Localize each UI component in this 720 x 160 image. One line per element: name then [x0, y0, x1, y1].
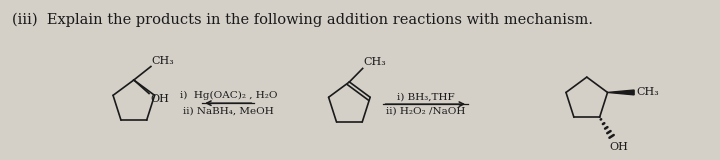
Text: i) BH₃,THF: i) BH₃,THF [397, 92, 454, 101]
Text: ii) NaBH₄, MeOH: ii) NaBH₄, MeOH [183, 106, 274, 115]
Text: i)  Hg(OAC)₂ , H₂O: i) Hg(OAC)₂ , H₂O [179, 91, 277, 100]
Text: OH: OH [150, 94, 168, 104]
Text: ii) H₂O₂ /NaOH: ii) H₂O₂ /NaOH [386, 107, 465, 116]
Text: (iii)  Explain the products in the following addition reactions with mechanism.: (iii) Explain the products in the follow… [12, 12, 593, 27]
Text: OH: OH [609, 142, 628, 152]
Text: CH₃: CH₃ [636, 88, 659, 97]
Polygon shape [608, 90, 634, 95]
Text: CH₃: CH₃ [152, 56, 175, 66]
Text: CH₃: CH₃ [364, 57, 387, 68]
